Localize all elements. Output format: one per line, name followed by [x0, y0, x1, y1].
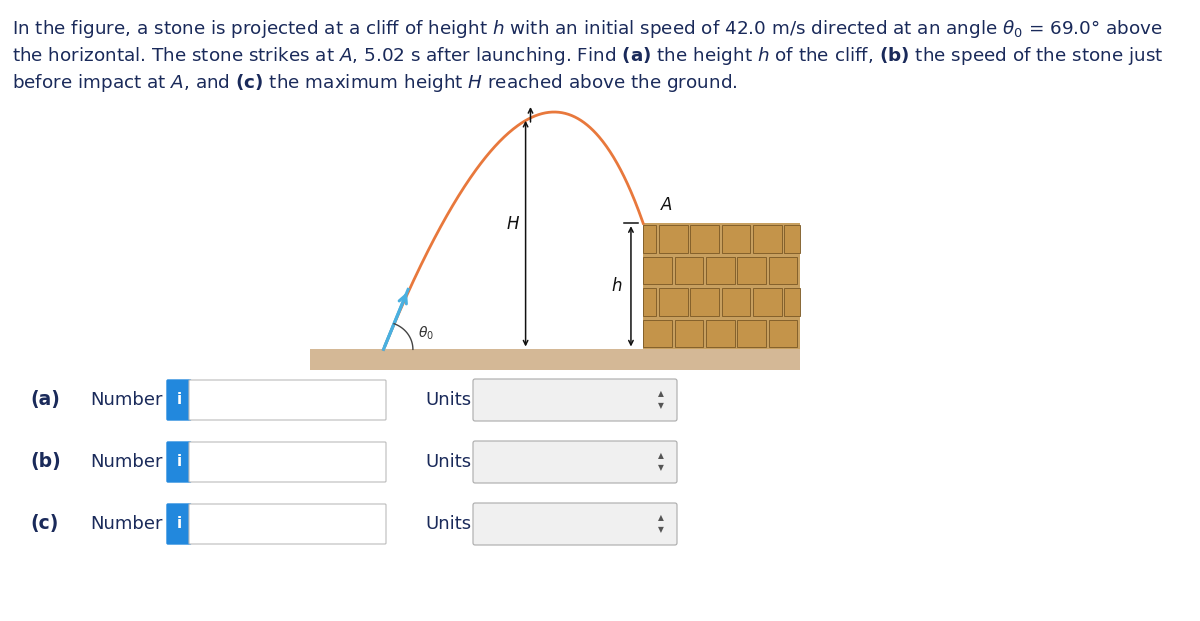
Polygon shape	[674, 256, 703, 284]
Polygon shape	[785, 225, 800, 253]
Text: before impact at $A$, and $\mathbf{(c)}$ the maximum height $H$ reached above th: before impact at $A$, and $\mathbf{(c)}$…	[12, 72, 738, 94]
Text: $H$: $H$	[506, 215, 521, 233]
FancyBboxPatch shape	[190, 504, 386, 544]
FancyBboxPatch shape	[167, 380, 191, 420]
Polygon shape	[721, 225, 750, 253]
Polygon shape	[769, 320, 798, 348]
Polygon shape	[785, 288, 800, 316]
FancyBboxPatch shape	[473, 379, 677, 421]
FancyBboxPatch shape	[473, 503, 677, 545]
Text: Number: Number	[90, 391, 162, 409]
Text: (b): (b)	[30, 453, 61, 471]
FancyBboxPatch shape	[473, 441, 677, 483]
Text: $h$: $h$	[611, 278, 622, 296]
Polygon shape	[752, 288, 782, 316]
Polygon shape	[659, 225, 688, 253]
Polygon shape	[643, 288, 656, 316]
FancyBboxPatch shape	[167, 442, 191, 482]
Text: Units: Units	[425, 515, 472, 533]
Text: $A$: $A$	[660, 196, 673, 214]
Polygon shape	[643, 320, 672, 348]
Text: i: i	[176, 517, 181, 532]
Text: Number: Number	[90, 515, 162, 533]
Text: ▼: ▼	[658, 402, 664, 410]
Polygon shape	[643, 225, 656, 253]
Text: (c): (c)	[30, 515, 59, 533]
Text: ▲: ▲	[658, 389, 664, 399]
Polygon shape	[643, 256, 672, 284]
Text: In the figure, a stone is projected at a cliff of height $h$ with an initial spe: In the figure, a stone is projected at a…	[12, 18, 1163, 40]
Polygon shape	[721, 288, 750, 316]
FancyBboxPatch shape	[190, 380, 386, 420]
Polygon shape	[690, 288, 719, 316]
Text: $\theta_0$: $\theta_0$	[418, 325, 433, 343]
Text: i: i	[176, 455, 181, 469]
FancyBboxPatch shape	[190, 442, 386, 482]
Text: (a): (a)	[30, 391, 60, 409]
Text: Number: Number	[90, 453, 162, 471]
Text: Units: Units	[425, 391, 472, 409]
Polygon shape	[643, 224, 800, 350]
Polygon shape	[690, 225, 719, 253]
Polygon shape	[769, 256, 798, 284]
Text: ▲: ▲	[658, 451, 664, 461]
Text: ▼: ▼	[658, 525, 664, 535]
Polygon shape	[310, 350, 800, 370]
Text: the horizontal. The stone strikes at $A$, 5.02 s after launching. Find $\mathbf{: the horizontal. The stone strikes at $A$…	[12, 45, 1164, 67]
Text: ▼: ▼	[658, 463, 664, 473]
Text: Units: Units	[425, 453, 472, 471]
Polygon shape	[737, 320, 766, 348]
Text: i: i	[176, 392, 181, 407]
Polygon shape	[706, 256, 734, 284]
Polygon shape	[659, 288, 688, 316]
Polygon shape	[752, 225, 782, 253]
Text: ▲: ▲	[658, 514, 664, 522]
Polygon shape	[706, 320, 734, 348]
FancyBboxPatch shape	[167, 504, 191, 544]
Polygon shape	[674, 320, 703, 348]
Polygon shape	[737, 256, 766, 284]
